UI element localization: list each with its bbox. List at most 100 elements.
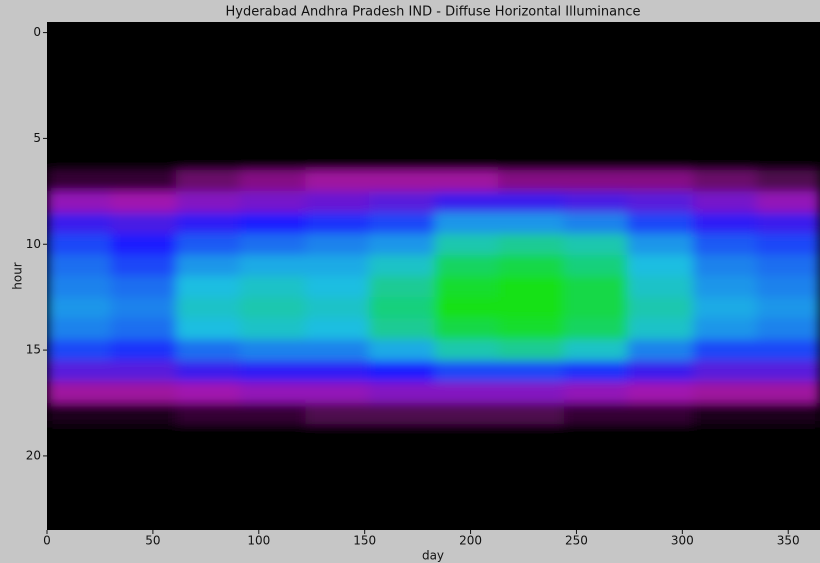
x-tick-label: 50 [145, 534, 160, 548]
heatmap-cell [692, 381, 757, 404]
heatmap-cell [434, 403, 499, 425]
heatmap-cell [627, 170, 694, 192]
heatmap-cell [305, 43, 370, 65]
heatmap-cell [627, 43, 694, 65]
heatmap-cell [627, 381, 694, 404]
heatmap-cell [434, 445, 499, 467]
heatmap-cell [305, 487, 370, 510]
heatmap-cell [47, 22, 112, 44]
heatmap-cell [239, 487, 306, 510]
heatmap-cell [305, 106, 370, 129]
heatmap-cell [368, 106, 436, 129]
heatmap-cell [110, 445, 177, 467]
heatmap-cell [563, 487, 628, 510]
heatmap-cell [434, 297, 499, 319]
heatmap-cell [176, 43, 241, 65]
heatmap-cell [305, 127, 370, 150]
heatmap-cell [627, 254, 694, 277]
heatmap-cell [434, 212, 499, 235]
heatmap-cell [498, 297, 565, 319]
heatmap-cell [756, 360, 820, 383]
heatmap-cell [368, 191, 436, 213]
heatmap-cell [305, 149, 370, 171]
heatmap-cell [756, 43, 820, 65]
heatmap-cell [692, 170, 757, 192]
heatmap-cell [110, 127, 177, 150]
heatmap-cell [239, 339, 306, 362]
heatmap-cell [176, 381, 241, 404]
heatmap-cell [498, 149, 565, 171]
heatmap-cell [434, 466, 499, 489]
heatmap-cell [756, 149, 820, 171]
heatmap-cell [47, 487, 112, 510]
heatmap-cell [176, 191, 241, 213]
heatmap-cell [627, 64, 694, 86]
heatmap-cell [305, 170, 370, 192]
heatmap-cell [368, 508, 436, 530]
heatmap-cell [756, 212, 820, 235]
heatmap-cell [756, 127, 820, 150]
heatmap-cell [176, 64, 241, 86]
heatmap-cell [47, 170, 112, 192]
heatmap-cell [756, 191, 820, 213]
y-tick-label: 0 [33, 25, 41, 39]
heatmap-cell [110, 43, 177, 65]
heatmap-cell [498, 466, 565, 489]
heatmap-cell [692, 360, 757, 383]
heatmap-cell [434, 254, 499, 277]
heatmap-cell [110, 149, 177, 171]
heatmap-cell [305, 191, 370, 213]
heatmap-cell [368, 466, 436, 489]
heatmap-cell [305, 212, 370, 235]
heatmap-cell [692, 445, 757, 467]
heatmap-cell [47, 445, 112, 467]
heatmap-cell [627, 233, 694, 256]
heatmap-cell [756, 403, 820, 425]
heatmap-cell [498, 424, 565, 446]
heatmap-cell [563, 149, 628, 171]
heatmap-cell [368, 276, 436, 298]
heatmap-cell [368, 64, 436, 86]
heatmap-cell [498, 360, 565, 383]
heatmap-cell [692, 85, 757, 108]
heatmap-cell [239, 466, 306, 489]
heatmap-cell [305, 64, 370, 86]
heatmap-cell [498, 254, 565, 277]
heatmap-cell [563, 360, 628, 383]
heatmap-cell [563, 170, 628, 192]
heatmap-cell [47, 233, 112, 256]
heatmap-cell [368, 297, 436, 319]
heatmap-cell [47, 318, 112, 340]
heatmap-cell [756, 318, 820, 340]
heatmap-cell [756, 487, 820, 510]
heatmap-cell [434, 424, 499, 446]
heatmap-cell [563, 233, 628, 256]
heatmap-cell [176, 276, 241, 298]
y-tick-label: 10 [26, 237, 41, 251]
heatmap-cell [692, 43, 757, 65]
heatmap-cell [47, 64, 112, 86]
heatmap-cell [368, 170, 436, 192]
heatmap-cell [498, 191, 565, 213]
heatmap-cell [239, 212, 306, 235]
heatmap-cell [110, 233, 177, 256]
heatmap-cell [563, 64, 628, 86]
heatmap-cell [434, 85, 499, 108]
y-axis-label: hour [11, 262, 25, 290]
heatmap-cell [305, 254, 370, 277]
heatmap-cell [498, 339, 565, 362]
heatmap-cell [239, 445, 306, 467]
heatmap-cell [176, 233, 241, 256]
heatmap-cell [176, 403, 241, 425]
heatmap-cell [176, 318, 241, 340]
heatmap-cell [498, 403, 565, 425]
heatmap-cell [176, 466, 241, 489]
heatmap-cell [498, 445, 565, 467]
heatmap-cell [176, 297, 241, 319]
heatmap-cell [239, 43, 306, 65]
heatmap-cell [563, 212, 628, 235]
heatmap-cell [47, 360, 112, 383]
heatmap-cell [563, 339, 628, 362]
heatmap-cell [627, 149, 694, 171]
